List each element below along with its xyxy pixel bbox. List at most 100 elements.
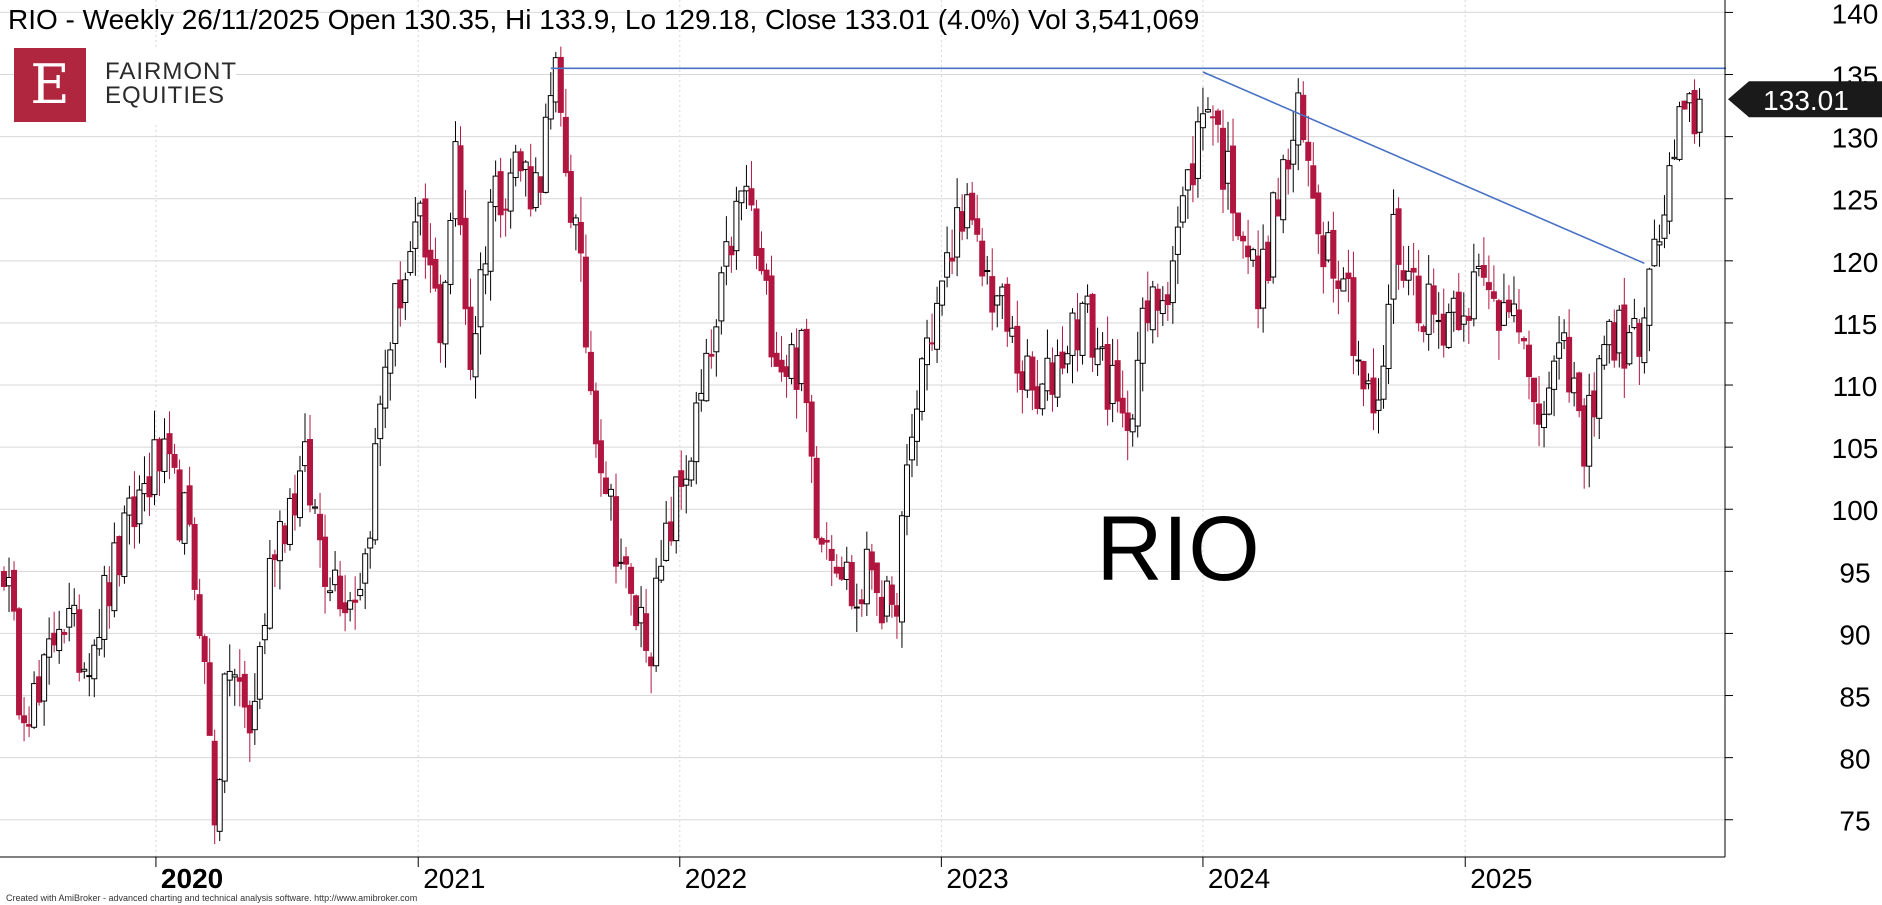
candle-up (1601, 344, 1608, 366)
candle-down (1400, 270, 1407, 281)
candle-down (1505, 299, 1512, 313)
candle-down (106, 582, 113, 607)
candle-down (1490, 291, 1497, 299)
candle-down (291, 493, 298, 516)
candle-down (643, 613, 650, 651)
candle-up (673, 476, 680, 542)
candle-down (1415, 275, 1422, 324)
candle-up (81, 668, 88, 672)
candle-up (658, 565, 665, 581)
candle-down (1154, 288, 1161, 311)
candle-up (898, 515, 905, 623)
x-tick-label: 2023 (946, 863, 1008, 894)
candle-down (1345, 272, 1352, 280)
candle-down (342, 602, 349, 614)
candle-up (1641, 317, 1648, 364)
candle-up (1375, 399, 1382, 411)
candle-down (467, 306, 474, 370)
candle-up (91, 644, 98, 680)
candle-down (833, 566, 840, 574)
candle-down (1611, 322, 1618, 361)
candle-down (1310, 165, 1317, 199)
candle-down (502, 208, 509, 211)
candle-down (1004, 283, 1011, 332)
candle-up (387, 349, 394, 374)
candle-down (1420, 326, 1427, 333)
candle-up (1169, 260, 1176, 304)
candle-up (733, 200, 740, 252)
candle-up (1651, 238, 1658, 267)
candle-down (1350, 277, 1357, 357)
candle-up (347, 600, 354, 610)
candle-down (211, 740, 218, 826)
candle-down (888, 584, 895, 605)
candle-up (111, 542, 118, 612)
x-tick-label: 2024 (1208, 863, 1270, 894)
candle-down (768, 275, 775, 358)
candle-up (477, 269, 484, 328)
candle-up (1586, 394, 1593, 467)
candlesticks (1, 46, 1703, 844)
candle-up (372, 443, 379, 541)
candle-up (618, 561, 625, 564)
candle-up (1355, 359, 1362, 362)
candle-up (547, 95, 554, 120)
candle-up (934, 302, 941, 350)
candle-up (412, 221, 419, 249)
candle-down (437, 284, 444, 344)
y-axis: 7580859095100105110115120125130135140133… (1724, 0, 1882, 857)
candle-down (1320, 235, 1327, 268)
y-tick-label: 120 (1832, 247, 1879, 278)
candle-down (176, 469, 183, 541)
candle-up (312, 506, 319, 509)
candle-down (592, 390, 599, 445)
candle-up (798, 329, 805, 385)
candle-up (1174, 226, 1181, 255)
candle-down (246, 704, 253, 734)
candle-up (683, 478, 690, 486)
candle-down (1245, 245, 1252, 258)
candle-down (26, 724, 33, 727)
candle-up (1696, 98, 1703, 133)
candle-down (758, 247, 765, 272)
candle-down (1119, 397, 1126, 414)
candle-down (11, 569, 18, 612)
candle-up (703, 352, 710, 402)
y-tick-label: 90 (1839, 619, 1870, 650)
candle-down (1285, 159, 1292, 170)
candle-down (1335, 280, 1342, 289)
candle-down (1485, 282, 1492, 291)
candle-up (984, 269, 991, 272)
candle-down (1029, 356, 1036, 391)
candle-down (813, 457, 820, 539)
x-tick-label: 2025 (1470, 863, 1532, 894)
candle-up (863, 548, 870, 605)
candle-down (457, 145, 464, 226)
candle-up (452, 141, 459, 220)
candle-up (417, 202, 424, 217)
candle-up (999, 286, 1006, 297)
candle-up (542, 116, 549, 193)
downtrend-line (1202, 71, 1645, 265)
candle-up (1380, 365, 1387, 400)
y-tick-label: 140 (1832, 0, 1879, 29)
candle-down (166, 433, 173, 455)
candle-up (327, 590, 334, 594)
candle-down (1124, 412, 1131, 431)
candle-up (1069, 312, 1076, 356)
logo-line-2: EQUITIES (105, 82, 226, 109)
candle-down (763, 269, 770, 281)
candle-down (793, 347, 800, 390)
candle-up (382, 366, 389, 409)
candle-up (1250, 249, 1257, 261)
candle-up (1054, 355, 1061, 398)
candle-down (818, 538, 825, 545)
candle-down (527, 166, 534, 210)
candle-up (392, 283, 399, 344)
candle-up (1039, 383, 1046, 410)
candle-up (1280, 159, 1287, 221)
candle-up (1094, 348, 1101, 366)
y-tick-label: 105 (1832, 433, 1879, 464)
candle-up (1099, 346, 1106, 349)
